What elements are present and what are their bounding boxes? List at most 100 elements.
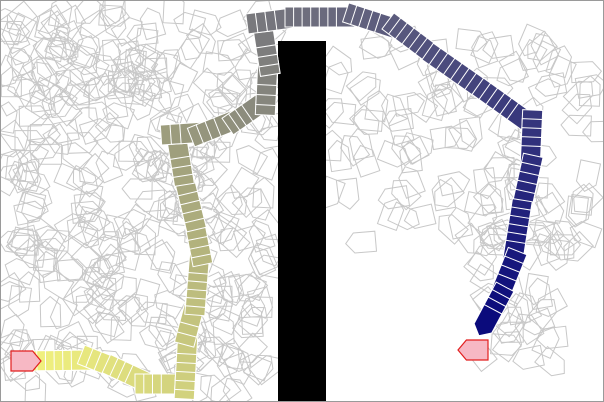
explored-node bbox=[70, 35, 99, 69]
explored-node bbox=[535, 182, 566, 214]
explored-node bbox=[42, 123, 73, 155]
explored-node bbox=[82, 255, 111, 289]
explored-node bbox=[33, 237, 66, 262]
explored-node bbox=[9, 32, 38, 66]
explored-node bbox=[0, 230, 31, 255]
explored-node bbox=[463, 250, 494, 282]
explored-node bbox=[139, 7, 167, 41]
explored-node bbox=[102, 102, 136, 130]
explored-node bbox=[53, 213, 86, 243]
explored-node bbox=[0, 332, 25, 361]
explored-node bbox=[74, 0, 105, 24]
explored-node bbox=[417, 70, 450, 101]
explored-node bbox=[349, 75, 381, 106]
explored-node bbox=[496, 311, 527, 344]
explored-node bbox=[35, 4, 68, 35]
explored-node bbox=[578, 75, 601, 107]
explored-node bbox=[433, 83, 465, 115]
explored-node bbox=[208, 288, 234, 322]
explored-node bbox=[215, 9, 249, 38]
explored-node bbox=[561, 93, 593, 125]
explored-node bbox=[247, 246, 277, 280]
explored-node bbox=[403, 203, 437, 230]
explored-node bbox=[246, 286, 274, 319]
explored-node bbox=[535, 287, 568, 317]
explored-node bbox=[467, 204, 498, 236]
explored-node bbox=[376, 139, 410, 168]
explored-node bbox=[448, 119, 478, 152]
explored-node bbox=[6, 224, 40, 251]
explored-node bbox=[39, 295, 62, 328]
explored-node bbox=[44, 45, 75, 77]
explored-node bbox=[27, 113, 59, 144]
explored-node bbox=[36, 250, 61, 284]
explored-node bbox=[548, 55, 577, 88]
explored-node bbox=[531, 326, 560, 359]
explored-node bbox=[0, 313, 25, 347]
explored-node bbox=[231, 187, 263, 219]
explored-node bbox=[518, 23, 547, 57]
explored-node bbox=[47, 86, 78, 119]
explored-node bbox=[324, 101, 357, 126]
explored-node bbox=[14, 130, 46, 152]
explored-node bbox=[527, 30, 558, 61]
explored-node bbox=[391, 135, 422, 167]
explored-node bbox=[575, 159, 602, 192]
explored-node bbox=[232, 315, 264, 339]
explored-node bbox=[86, 276, 117, 308]
explored-node bbox=[10, 49, 34, 81]
explored-node bbox=[218, 273, 245, 307]
explored-node bbox=[327, 139, 352, 173]
explored-node bbox=[72, 167, 104, 198]
explored-node bbox=[434, 176, 465, 208]
explored-node bbox=[444, 127, 477, 150]
explored-node bbox=[78, 152, 110, 184]
explored-node bbox=[252, 176, 275, 209]
explored-node bbox=[95, 299, 127, 322]
explored-node bbox=[53, 4, 87, 34]
explored-node bbox=[13, 200, 46, 226]
explored-node bbox=[8, 12, 37, 45]
explored-node bbox=[381, 93, 409, 127]
explored-node bbox=[109, 295, 140, 326]
explored-node bbox=[498, 50, 528, 83]
explored-node bbox=[215, 337, 246, 370]
explored-node bbox=[532, 233, 561, 267]
explored-node bbox=[532, 219, 565, 245]
goal-marker bbox=[457, 339, 489, 361]
explored-node bbox=[18, 105, 51, 127]
explored-node bbox=[560, 114, 592, 137]
explored-node bbox=[180, 28, 211, 61]
explored-node bbox=[567, 193, 593, 227]
explored-node bbox=[242, 188, 272, 221]
explored-node bbox=[219, 227, 251, 259]
explored-node bbox=[32, 37, 66, 63]
explored-node bbox=[123, 49, 147, 82]
explored-node bbox=[399, 141, 423, 174]
explored-node bbox=[52, 95, 83, 127]
explored-node bbox=[573, 182, 604, 214]
explored-node bbox=[0, 133, 25, 158]
explored-node bbox=[67, 131, 99, 154]
explored-node bbox=[0, 13, 22, 46]
explored-node bbox=[8, 285, 33, 318]
explored-node bbox=[463, 191, 497, 217]
explored-node bbox=[188, 9, 222, 36]
explored-node bbox=[150, 49, 182, 81]
explored-node bbox=[94, 111, 126, 143]
explored-node bbox=[74, 190, 105, 223]
explored-node bbox=[132, 147, 160, 181]
explored-node bbox=[455, 28, 488, 52]
explored-node bbox=[169, 62, 199, 95]
explored-node bbox=[47, 0, 73, 29]
explored-node bbox=[79, 9, 112, 39]
explored-node bbox=[218, 32, 252, 61]
explored-node bbox=[358, 29, 391, 59]
explored-node bbox=[6, 0, 38, 31]
explored-node bbox=[110, 309, 133, 341]
explored-node bbox=[158, 79, 185, 113]
explored-node bbox=[216, 71, 248, 103]
explored-node bbox=[0, 101, 18, 134]
explored-node bbox=[513, 292, 543, 325]
explored-node bbox=[131, 157, 165, 183]
